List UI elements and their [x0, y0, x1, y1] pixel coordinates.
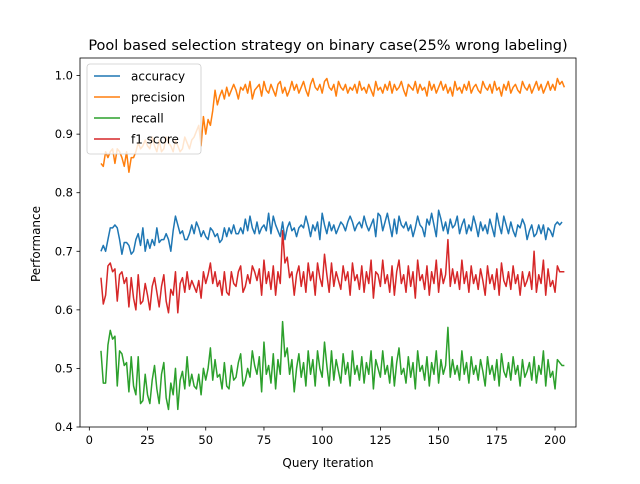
legend-label: recall — [131, 112, 164, 126]
legend-label: f1 score — [131, 133, 179, 147]
legend-label: precision — [131, 91, 185, 105]
axes-frame — [79, 57, 577, 428]
x-tick-label: 25 — [140, 433, 155, 447]
series-line-accuracy — [100, 209, 563, 255]
y-tick-label: 0.8 — [55, 186, 73, 200]
y-tick-label: 0.4 — [55, 420, 73, 434]
x-axis-label: Query Iteration — [282, 456, 373, 470]
legend: accuracy precision recall f1 score — [86, 63, 202, 155]
legend-box — [86, 63, 202, 155]
y-axis-label: Performance — [29, 206, 43, 282]
y-tick-label: 1.0 — [55, 69, 73, 83]
y-tick-label: 0.7 — [55, 244, 73, 258]
x-tick-label: 175 — [486, 433, 508, 447]
y-tick-label: 0.5 — [55, 361, 73, 375]
x-tick-label: 200 — [544, 433, 566, 447]
x-tick-label: 50 — [198, 433, 213, 447]
x-tick-label: 75 — [257, 433, 272, 447]
legend-label: accuracy — [131, 70, 185, 84]
x-tick-label: 0 — [86, 433, 93, 447]
axes: 0 25 50 75 100 125 150 175 200 0.4 0.5 0.6 0.7 0.8 0.9… — [55, 57, 577, 447]
series-line-f1-score — [100, 230, 565, 314]
y-tick-label: 0.6 — [55, 303, 73, 317]
series-line-recall — [100, 320, 565, 411]
x-tick-label: 125 — [369, 433, 391, 447]
chart-title: Pool based selection strategy on binary … — [88, 38, 567, 54]
x-tick-label: 100 — [311, 433, 333, 447]
y-tick-label: 0.9 — [55, 127, 73, 141]
x-tick-label: 150 — [428, 433, 450, 447]
